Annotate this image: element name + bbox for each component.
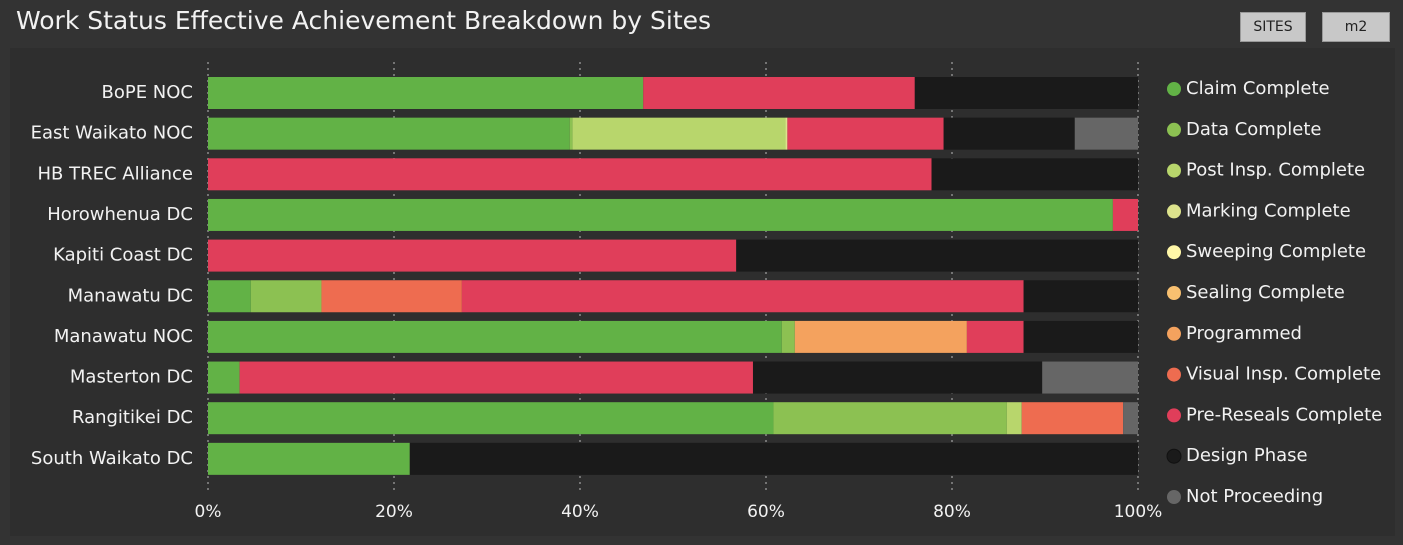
legend-marker: [1167, 286, 1181, 300]
bar-segment: [208, 320, 782, 353]
legend-marker: [1167, 490, 1181, 504]
bar-segment: [461, 280, 1024, 313]
bar-segment: [943, 117, 1075, 150]
bar-segment: [1074, 117, 1138, 150]
legend-marker: [1167, 408, 1181, 423]
legend-label: Data Complete: [1186, 119, 1321, 140]
legend-marker: [1166, 448, 1182, 464]
bar-segment: [208, 361, 240, 394]
legend-marker: [1167, 326, 1181, 341]
bar-segment: [569, 117, 573, 150]
bar-segment: [1112, 198, 1138, 231]
legend-marker: [1167, 82, 1181, 96]
bar-segment: [208, 280, 251, 313]
legend-label: Marking Complete: [1186, 200, 1351, 221]
bar-segment: [321, 280, 462, 313]
bar-segment: [208, 442, 410, 475]
bar-segment: [208, 117, 570, 150]
bar-segment: [239, 361, 753, 394]
bar-segment: [736, 239, 1138, 272]
bar-segment: [785, 117, 788, 150]
bar-segment: [1123, 402, 1138, 435]
legend-marker: [1167, 163, 1181, 178]
bar-segment: [752, 361, 1043, 394]
legend-label: Visual Insp. Complete: [1186, 364, 1381, 385]
legend-marker: [1167, 122, 1181, 137]
legend-label: Sealing Complete: [1186, 282, 1345, 303]
bar-segment: [1006, 402, 1022, 435]
x-tick-label: 100%: [1114, 502, 1163, 522]
legend-marker: [1167, 367, 1181, 382]
y-tick-label: Manawatu NOC: [54, 326, 193, 347]
bar-segment: [208, 158, 932, 191]
y-tick-label: Manawatu DC: [68, 285, 193, 306]
y-tick-label: South Waikato DC: [31, 448, 193, 469]
legend-label: Pre-Reseals Complete: [1186, 404, 1382, 425]
bar-segment: [773, 402, 1007, 435]
bar-segment: [931, 158, 1138, 191]
legend-label: Not Proceeding: [1186, 486, 1323, 507]
legend-label: Post Insp. Complete: [1186, 160, 1365, 181]
y-tick-label: HB TREC Alliance: [38, 163, 194, 184]
bar-segment: [208, 239, 737, 272]
y-tick-label: Kapiti Coast DC: [53, 245, 193, 266]
legend-marker: [1167, 204, 1181, 219]
bar-segment: [787, 117, 944, 150]
legend-label: Programmed: [1186, 323, 1302, 344]
legend-label: Claim Complete: [1186, 78, 1330, 99]
legend-label: Design Phase: [1186, 445, 1308, 466]
bar-segment: [208, 402, 774, 435]
legend-label: Sweeping Complete: [1186, 241, 1366, 262]
y-tick-label: Masterton DC: [70, 367, 193, 388]
y-tick-label: Horowhenua DC: [47, 204, 193, 225]
bar-segment: [643, 77, 915, 109]
y-tick-label: East Waikato NOC: [31, 123, 193, 144]
x-tick-label: 80%: [933, 502, 971, 522]
bar-segment: [250, 280, 322, 313]
y-tick-label: BoPE NOC: [101, 82, 193, 103]
y-tick-label: Rangitikei DC: [72, 407, 193, 428]
bar-segment: [1023, 320, 1138, 353]
bar-segment: [781, 320, 795, 353]
unit-button[interactable]: m2: [1322, 12, 1390, 42]
bar-segment: [794, 320, 967, 353]
sites-button[interactable]: SITES: [1240, 12, 1306, 42]
chart-title: Work Status Effective Achievement Breakd…: [16, 6, 711, 35]
bar-segment: [966, 320, 1024, 353]
legend-marker: [1167, 245, 1181, 260]
bar-segment: [914, 77, 1138, 109]
x-tick-label: 60%: [747, 502, 785, 522]
bar-segment: [1023, 280, 1138, 313]
bar-segment: [208, 198, 1113, 231]
bar-segment: [409, 442, 1138, 475]
bar-segment: [208, 77, 644, 109]
bar-segment: [1042, 361, 1138, 394]
bar-segment: [1021, 402, 1124, 435]
bar-segment: [572, 117, 786, 150]
x-tick-label: 0%: [195, 502, 222, 522]
x-tick-label: 20%: [375, 502, 413, 522]
x-tick-label: 40%: [561, 502, 599, 522]
